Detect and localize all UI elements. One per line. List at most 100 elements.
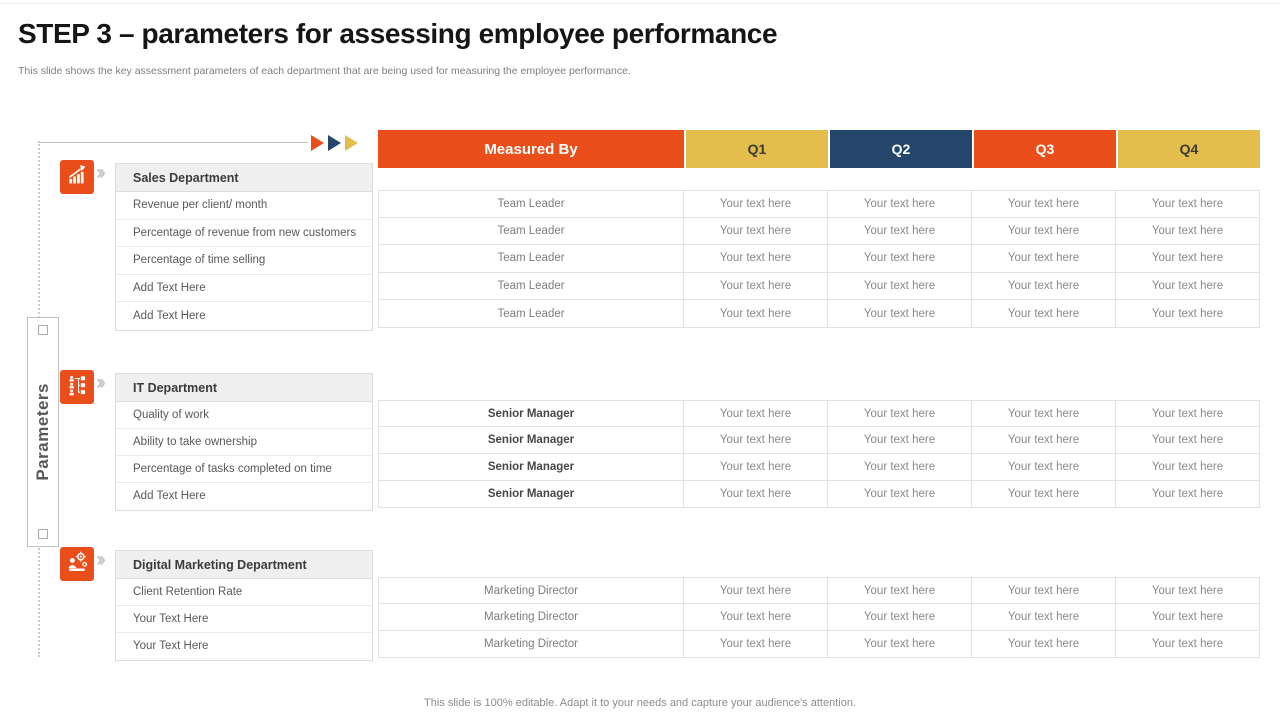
horizontal-connector-line (40, 142, 308, 143)
q1-cell[interactable]: Your text here (684, 604, 828, 631)
marketing-parameters-panel: Digital Marketing Department Client Rete… (115, 550, 373, 661)
q2-cell[interactable]: Your text here (828, 604, 972, 631)
q3-cell[interactable]: Your text here (972, 190, 1116, 218)
square-marker-bottom (38, 529, 48, 539)
marketing-department-icon (60, 547, 94, 581)
header-q1: Q1 (686, 130, 828, 168)
triangle-right-orange-icon (311, 135, 324, 151)
q2-cell[interactable]: Your text here (828, 190, 972, 218)
measured-by-cell: Team Leader (378, 217, 684, 246)
marketing-table-body: Marketing Director Your text here Your t… (378, 577, 1260, 658)
parameters-label-text: Parameters (33, 383, 52, 481)
sales-table-body: Team Leader Your text here Your text her… (378, 190, 1260, 328)
table-row: Team Leader Your text here Your text her… (378, 217, 1260, 246)
measured-by-cell: Senior Manager (378, 454, 684, 481)
q4-cell[interactable]: Your text here (1116, 481, 1260, 508)
measured-by-cell: Senior Manager (378, 400, 684, 427)
q2-cell[interactable]: Your text here (828, 631, 972, 658)
q2-cell[interactable]: Your text here (828, 217, 972, 246)
measured-by-cell: Senior Manager (378, 427, 684, 454)
q1-cell[interactable]: Your text here (684, 272, 828, 301)
slide-title: STEP 3 – parameters for assessing employ… (18, 18, 778, 49)
parameter-item: Percentage of time selling (116, 247, 372, 275)
q3-cell[interactable]: Your text here (972, 272, 1116, 301)
sales-parameters-panel: Sales Department Revenue per client/ mon… (115, 163, 373, 331)
table-row: Senior Manager Your text here Your text … (378, 454, 1260, 481)
q3-cell[interactable]: Your text here (972, 481, 1116, 508)
q4-cell[interactable]: Your text here (1116, 245, 1260, 273)
it-parameters-panel: IT Department Quality of work Ability to… (115, 373, 373, 511)
measured-by-cell: Team Leader (378, 245, 684, 273)
it-table-body: Senior Manager Your text here Your text … (378, 400, 1260, 508)
q1-cell[interactable]: Your text here (684, 454, 828, 481)
q4-cell[interactable]: Your text here (1116, 300, 1260, 328)
q3-cell[interactable]: Your text here (972, 577, 1116, 604)
parameter-item-placeholder[interactable]: Add Text Here (133, 490, 206, 503)
measured-by-cell: Team Leader (378, 300, 684, 328)
it-department-icon (60, 370, 94, 404)
q4-cell[interactable]: Your text here (1116, 631, 1260, 658)
q1-cell[interactable]: Your text here (684, 300, 828, 328)
measured-by-cell: Team Leader (378, 190, 684, 218)
table-row: Marketing Director Your text here Your t… (378, 631, 1260, 658)
table-row: Team Leader Your text here Your text her… (378, 300, 1260, 328)
q1-cell[interactable]: Your text here (684, 245, 828, 273)
q3-cell[interactable]: Your text here (972, 631, 1116, 658)
parameter-item: Ability to take ownership (116, 429, 372, 456)
q3-cell[interactable]: Your text here (972, 454, 1116, 481)
parameter-item: Quality of work (116, 402, 372, 429)
q3-cell[interactable]: Your text here (972, 427, 1116, 454)
table-row: Team Leader Your text here Your text her… (378, 245, 1260, 273)
header-q2: Q2 (830, 130, 972, 168)
q3-cell[interactable]: Your text here (972, 604, 1116, 631)
department-title: Digital Marketing Department (116, 551, 372, 579)
q1-cell[interactable]: Your text here (684, 217, 828, 246)
q1-cell[interactable]: Your text here (684, 190, 828, 218)
q3-cell[interactable]: Your text here (972, 300, 1116, 328)
q2-cell[interactable]: Your text here (828, 245, 972, 273)
square-marker-top (38, 325, 48, 335)
q2-cell[interactable]: Your text here (828, 427, 972, 454)
q3-cell[interactable]: Your text here (972, 245, 1116, 273)
footer-note: This slide is 100% editable. Adapt it to… (424, 697, 856, 709)
q1-cell[interactable]: Your text here (684, 427, 828, 454)
q2-cell[interactable]: Your text here (828, 400, 972, 427)
parameters-side-label: Parameters (27, 317, 59, 547)
slide-subtitle: This slide shows the key assessment para… (18, 65, 631, 77)
q4-cell[interactable]: Your text here (1116, 454, 1260, 481)
q3-cell[interactable]: Your text here (972, 400, 1116, 427)
q2-cell[interactable]: Your text here (828, 272, 972, 301)
q4-cell[interactable]: Your text here (1116, 577, 1260, 604)
q1-cell[interactable]: Your text here (684, 400, 828, 427)
header-q4: Q4 (1118, 130, 1260, 168)
q1-cell[interactable]: Your text here (684, 481, 828, 508)
q4-cell[interactable]: Your text here (1116, 190, 1260, 218)
table-row: Senior Manager Your text here Your text … (378, 400, 1260, 427)
q3-cell[interactable]: Your text here (972, 217, 1116, 246)
q4-cell[interactable]: Your text here (1116, 217, 1260, 246)
q2-cell[interactable]: Your text here (828, 300, 972, 328)
header-q3: Q3 (974, 130, 1116, 168)
q1-cell[interactable]: Your text here (684, 631, 828, 658)
double-chevron-right-icon: ›› (96, 548, 106, 571)
parameter-item-placeholder[interactable]: Add Text Here (133, 309, 206, 322)
q2-cell[interactable]: Your text here (828, 481, 972, 508)
sales-department-icon (60, 160, 94, 194)
q1-cell[interactable]: Your text here (684, 577, 828, 604)
double-chevron-right-icon: ›› (96, 161, 106, 184)
parameter-item-placeholder[interactable]: Your Text Here (133, 640, 209, 653)
q2-cell[interactable]: Your text here (828, 454, 972, 481)
person-gear-icon (64, 549, 90, 580)
parameter-item-placeholder[interactable]: Add Text Here (116, 275, 372, 303)
growth-bar-chart-icon (64, 162, 90, 193)
parameter-item: Revenue per client/ month (116, 192, 372, 220)
q2-cell[interactable]: Your text here (828, 577, 972, 604)
q4-cell[interactable]: Your text here (1116, 272, 1260, 301)
q4-cell[interactable]: Your text here (1116, 427, 1260, 454)
table-row: Team Leader Your text here Your text her… (378, 272, 1260, 301)
q4-cell[interactable]: Your text here (1116, 400, 1260, 427)
q4-cell[interactable]: Your text here (1116, 604, 1260, 631)
parameter-item-placeholder[interactable]: Your Text Here (116, 606, 372, 633)
table-header-row: Measured By Q1 Q2 Q3 Q4 (378, 130, 1260, 168)
